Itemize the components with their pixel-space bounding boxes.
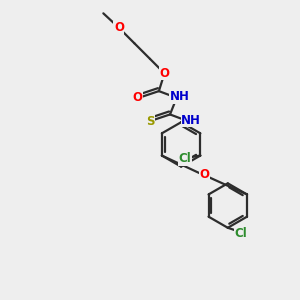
Text: O: O [133,91,143,104]
Text: O: O [114,21,124,34]
Text: NH: NH [170,90,190,103]
Text: Cl: Cl [235,227,248,240]
Text: O: O [200,169,209,182]
Text: Cl: Cl [178,152,191,165]
Text: S: S [146,115,154,128]
Text: NH: NH [181,113,201,127]
Text: O: O [159,67,170,80]
